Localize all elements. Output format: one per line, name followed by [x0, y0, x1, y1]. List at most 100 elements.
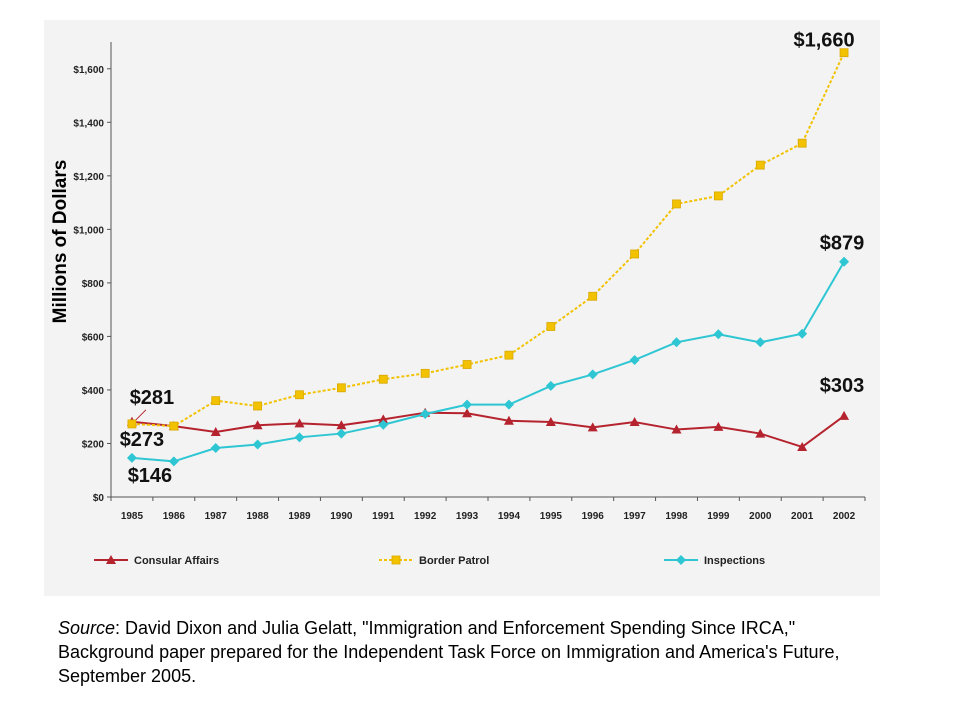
x-tick-label: 1991 — [372, 511, 395, 522]
source-label: Source — [58, 618, 116, 638]
x-tick-label: 1998 — [665, 511, 688, 522]
legend-marker — [676, 555, 686, 565]
border-patrol-point — [588, 291, 598, 301]
inspections-point — [378, 419, 389, 430]
border-patrol-point — [420, 368, 430, 378]
x-tick-label: 2001 — [791, 511, 814, 522]
inspections-point — [671, 337, 682, 348]
inspections-point — [755, 337, 766, 348]
border-patrol-point — [839, 48, 849, 58]
inspections-point — [462, 399, 473, 410]
data-label: $1,660 — [793, 30, 854, 52]
border-patrol-point — [630, 249, 640, 259]
x-tick-label: 1989 — [288, 511, 311, 522]
border-patrol-point — [797, 138, 807, 148]
x-tick-label: 1985 — [121, 511, 144, 522]
inspections-point — [420, 409, 431, 420]
series-lines — [126, 48, 850, 467]
x-tick-label: 1995 — [540, 511, 563, 522]
axes: $0 $200 $400 $600 $800 $1,000 $1,200 $1,400 $1,6… — [50, 42, 866, 522]
x-tick-label: 1994 — [498, 511, 521, 522]
inspections-point — [252, 439, 263, 450]
legend: Consular Affairs Border Patrol Inspections — [94, 555, 765, 567]
border-patrol-point — [546, 322, 556, 331]
border-patrol-line — [131, 52, 845, 428]
y-tick-label: $1,400 — [73, 118, 104, 129]
border-patrol-point — [336, 383, 346, 393]
consular-affairs-point — [839, 410, 850, 420]
border-patrol-point — [378, 374, 388, 384]
y-tick-label: $0 — [93, 493, 105, 504]
inspections-point — [503, 399, 514, 410]
inspections-point — [587, 369, 598, 380]
inspections-line — [131, 261, 845, 463]
border-patrol-point — [295, 390, 304, 400]
inspections-point — [629, 354, 640, 365]
y-tick-label: $400 — [82, 386, 105, 397]
consular-affairs-point — [755, 428, 766, 438]
data-label: $879 — [820, 233, 865, 255]
data-label: $273 — [120, 429, 165, 451]
x-tick-label: 1987 — [205, 511, 228, 522]
legend-label: Inspections — [704, 555, 765, 567]
x-tick-label: 1986 — [163, 511, 186, 522]
x-tick-label: 1993 — [456, 511, 479, 522]
inspections-point — [294, 432, 305, 443]
y-tick-label: $600 — [82, 332, 105, 343]
consular-affairs-point — [252, 420, 263, 430]
annotation-pointer — [135, 409, 147, 421]
consular-affairs-line — [131, 411, 845, 449]
consular-affairs-point — [545, 417, 556, 427]
x-tick-label: 2000 — [749, 511, 772, 522]
border-patrol-point — [169, 421, 179, 431]
source-note: Source: David Dixon and Julia Gelatt, "I… — [58, 616, 858, 688]
legend-label: Border Patrol — [419, 555, 489, 567]
chart-panel: $0 $200 $400 $600 $800 $1,000 $1,200 $1,400 $1,6… — [44, 20, 880, 596]
data-label: $281 — [130, 387, 175, 409]
y-tick-label: $800 — [82, 279, 105, 290]
x-tick-label: 2002 — [833, 511, 856, 522]
x-tick-label: 1990 — [330, 511, 353, 522]
inspections-point — [168, 456, 179, 467]
consular-affairs-point — [713, 421, 724, 431]
data-label: $146 — [128, 465, 173, 487]
y-tick-label: $1,000 — [73, 225, 104, 236]
inspections-point — [713, 329, 724, 340]
y-tick-label: $1,600 — [73, 65, 104, 76]
inspections-point — [545, 380, 556, 391]
x-tick-label: 1996 — [582, 511, 605, 522]
annotations: $281 $273 $146 $1,660 $879 $303 — [120, 30, 865, 487]
legend-label: Consular Affairs — [134, 555, 219, 567]
consular-affairs-point — [378, 414, 389, 424]
consular-affairs-point — [503, 415, 514, 425]
border-patrol-point — [253, 401, 263, 411]
consular-affairs-point — [210, 426, 221, 436]
border-patrol-point — [755, 160, 765, 170]
consular-affairs-point — [462, 408, 473, 418]
inspections-point — [336, 428, 347, 439]
border-patrol-point — [211, 396, 221, 406]
legend-marker — [391, 555, 401, 565]
border-patrol-point — [672, 199, 681, 209]
data-label: $303 — [820, 375, 865, 397]
consular-affairs-point — [671, 424, 682, 434]
y-tick-label: $200 — [82, 439, 105, 450]
border-patrol-point — [462, 360, 472, 369]
consular-affairs-point — [587, 422, 598, 432]
border-patrol-point — [713, 191, 723, 201]
consular-affairs-point — [629, 417, 640, 427]
y-tick-label: $1,200 — [73, 172, 104, 183]
inspections-point — [839, 256, 850, 267]
x-tick-label: 1997 — [623, 511, 646, 522]
inspections-point — [126, 452, 137, 463]
border-patrol-point — [127, 419, 137, 429]
legend-marker — [106, 555, 116, 564]
inspections-point — [210, 443, 221, 454]
line-chart: $0 $200 $400 $600 $800 $1,000 $1,200 $1,400 $1,6… — [50, 30, 866, 567]
consular-affairs-point — [294, 418, 305, 428]
x-tick-label: 1992 — [414, 511, 437, 522]
consular-affairs-point — [797, 441, 808, 451]
x-tick-label: 1999 — [707, 511, 730, 522]
source-text: : David Dixon and Julia Gelatt, "Immigra… — [58, 618, 840, 686]
x-tick-label: 1988 — [246, 511, 269, 522]
